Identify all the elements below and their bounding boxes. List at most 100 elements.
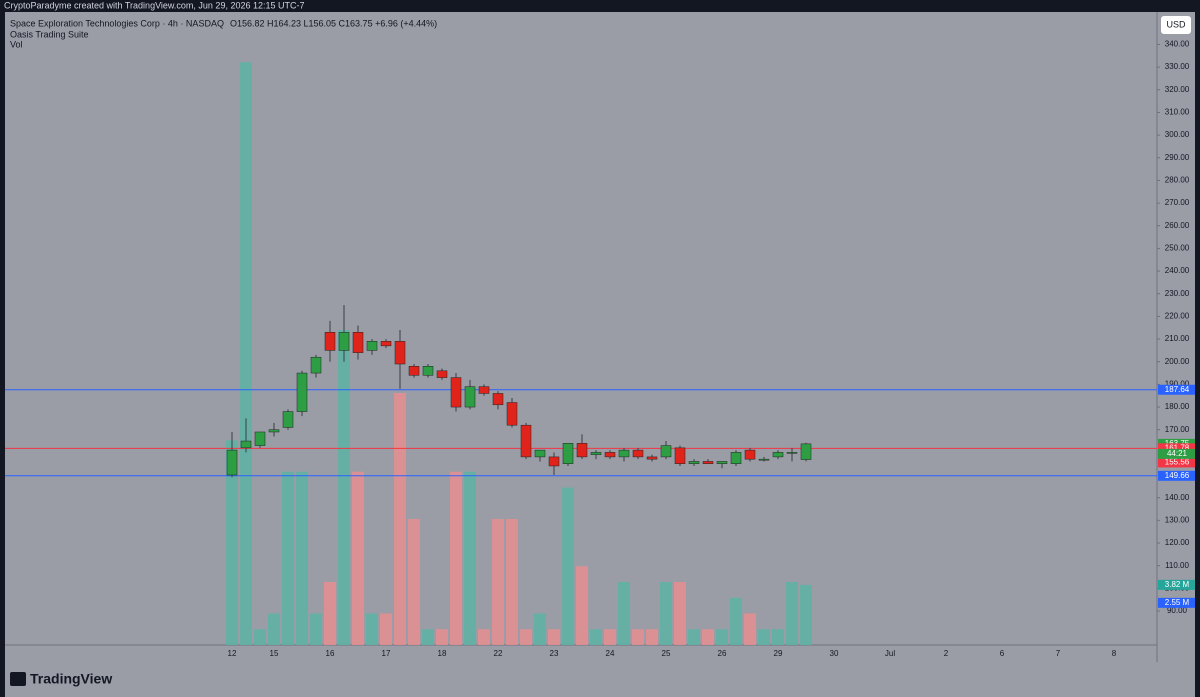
y-tick-label: 90.00 xyxy=(1167,606,1188,615)
candle-body xyxy=(590,452,602,455)
candle-body xyxy=(632,449,644,458)
y-tick-label: 140.00 xyxy=(1165,493,1190,502)
brand: TradingView xyxy=(30,671,112,687)
volume-bar xyxy=(282,471,294,645)
y-tick-label: 210.00 xyxy=(1165,334,1190,343)
y-tick-label: 340.00 xyxy=(1165,40,1190,49)
y-tick-label: 230.00 xyxy=(1165,289,1190,298)
volume-bar xyxy=(604,629,616,645)
price-label-bg xyxy=(1158,470,1195,481)
candle-body xyxy=(604,452,616,458)
y-tick-label: 240.00 xyxy=(1165,266,1190,275)
candle-body xyxy=(408,366,420,376)
candle-body xyxy=(366,341,378,351)
footer-bg xyxy=(5,662,1195,697)
x-tick-label: 23 xyxy=(550,649,559,658)
y-tick-label: 220.00 xyxy=(1165,312,1190,321)
volume-bar xyxy=(380,613,392,645)
x-tick-label: 30 xyxy=(830,649,839,658)
volume-bar xyxy=(730,597,742,645)
candle-body xyxy=(660,445,672,458)
y-tick-label: 170.00 xyxy=(1165,425,1190,434)
candle-body xyxy=(758,458,770,461)
volume-bar xyxy=(744,613,756,645)
candle-body xyxy=(800,443,812,460)
y-tick-label: 200.00 xyxy=(1165,357,1190,366)
y-tick-label: 120.00 xyxy=(1165,538,1190,547)
candle-body xyxy=(226,449,238,476)
volume-bar xyxy=(758,629,770,645)
volume-bar xyxy=(268,613,280,645)
x-tick-label: 8 xyxy=(1112,649,1117,658)
candle-body xyxy=(730,452,742,464)
x-tick-label: 22 xyxy=(494,649,503,658)
volume-bar xyxy=(520,629,532,645)
candle-body xyxy=(520,424,532,458)
price-label: 149.66 xyxy=(1165,471,1190,480)
x-tick-label: 15 xyxy=(270,649,279,658)
ohlc: O156.82 H164.23 L156.05 C163.75 +6.96 (+… xyxy=(230,18,437,28)
plot-bg xyxy=(5,12,1157,662)
candle-body xyxy=(772,452,784,458)
chart-title: Space Exploration Technologies Corp · 4h… xyxy=(10,18,224,28)
countdown: 44:21 xyxy=(1167,449,1188,458)
volume-bar xyxy=(296,471,308,645)
volume-label-bg xyxy=(1158,597,1195,608)
candle-body xyxy=(310,356,322,374)
x-tick-label: 7 xyxy=(1056,649,1061,658)
price-label-bg xyxy=(1158,384,1195,395)
y-tick-label: 180.00 xyxy=(1165,402,1190,411)
candle-body xyxy=(240,440,252,449)
y-tick-label: 280.00 xyxy=(1165,176,1190,185)
x-tick-label: 25 xyxy=(662,649,671,658)
candle-body xyxy=(716,461,728,464)
volume-bar xyxy=(548,629,560,645)
volume-bar xyxy=(338,330,350,645)
volume-bar xyxy=(562,487,574,645)
volume-label-bg xyxy=(1158,579,1195,590)
candle-body xyxy=(268,429,280,433)
x-tick-label: 6 xyxy=(1000,649,1005,658)
logo xyxy=(10,672,26,686)
x-tick-label: 18 xyxy=(438,649,447,658)
x-tick-label: 24 xyxy=(606,649,615,658)
volume-bar xyxy=(366,613,378,645)
candle-body xyxy=(548,456,560,467)
candle-body xyxy=(464,386,476,408)
y-tick-label: 260.00 xyxy=(1165,221,1190,230)
volume-bar xyxy=(422,629,434,645)
price-label-bg xyxy=(1158,443,1195,454)
candle-body xyxy=(282,411,294,428)
currency[interactable]: USD xyxy=(1166,19,1186,29)
candle-body xyxy=(576,443,588,458)
x-tick-label: 17 xyxy=(382,649,391,658)
volume-bar xyxy=(408,519,420,645)
volume-bar xyxy=(394,393,406,645)
candle-body xyxy=(506,402,518,426)
x-tick-label: 29 xyxy=(774,649,783,658)
candle-body xyxy=(534,449,546,458)
volume-bar xyxy=(310,613,322,645)
y-tick-label: 250.00 xyxy=(1165,244,1190,253)
candle-body xyxy=(478,386,490,394)
y-tick-label: 330.00 xyxy=(1165,62,1190,71)
candle-body xyxy=(646,456,658,460)
volume-bar xyxy=(506,519,518,645)
volume-bar xyxy=(436,629,448,645)
indicator: Oasis Trading Suite xyxy=(10,29,89,39)
candle-body xyxy=(254,431,266,446)
volume-bar xyxy=(240,62,252,645)
candle-body xyxy=(492,393,504,406)
candle-body xyxy=(394,341,406,365)
volume-bar xyxy=(590,629,602,645)
y-tick-label: 110.00 xyxy=(1165,561,1189,570)
credit: CryptoParadyme created with TradingView.… xyxy=(4,0,305,10)
axis-bg xyxy=(1157,12,1195,662)
candle-body xyxy=(324,332,336,351)
y-tick-label: 310.00 xyxy=(1165,108,1190,117)
currency-box[interactable] xyxy=(1161,16,1191,34)
volume-bar xyxy=(674,582,686,645)
price-label: 187.64 xyxy=(1165,385,1190,394)
candle-body xyxy=(744,449,756,460)
